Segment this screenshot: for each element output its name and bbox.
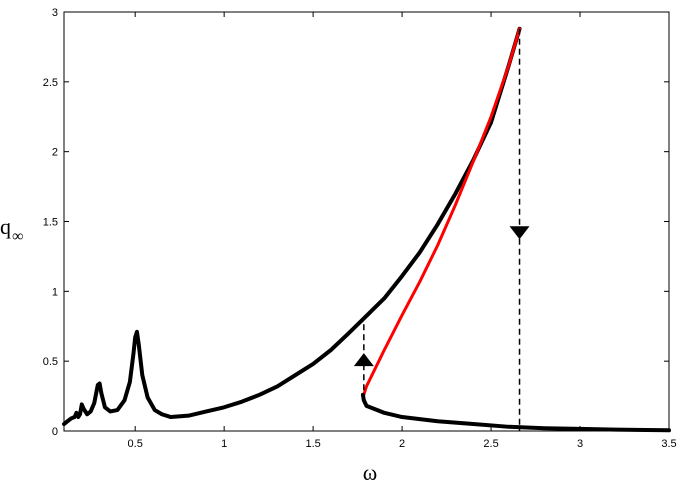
series-line-2 bbox=[360, 392, 671, 433]
x-axis-label: ω bbox=[363, 460, 377, 485]
jump-arrow-down bbox=[509, 226, 530, 240]
series-line-0 bbox=[62, 26, 522, 427]
y-tick-label: 3 bbox=[52, 7, 58, 19]
x-tick-label: 0.5 bbox=[128, 438, 143, 450]
y-tick-label: 1 bbox=[52, 286, 58, 298]
x-tick-label: 2.5 bbox=[483, 438, 498, 450]
plot-frame bbox=[63, 11, 670, 432]
y-axis-label: q bbox=[0, 214, 11, 239]
series-line-1 bbox=[362, 27, 522, 397]
y-tick-label: 1.5 bbox=[43, 217, 58, 229]
y-axis-ticks: 0 0.5 1 1.5 2 2.5 3 bbox=[43, 7, 669, 438]
series-layer bbox=[62, 26, 671, 433]
x-tick-label: 1 bbox=[221, 438, 227, 450]
y-tick-label: 0 bbox=[52, 426, 58, 438]
jump-layer bbox=[353, 28, 530, 431]
y-tick-label: 0.5 bbox=[43, 356, 58, 368]
x-tick-label: 1.5 bbox=[305, 438, 320, 450]
x-axis-ticks: 0.5 1 1.5 2 2.5 3 3.5 bbox=[128, 12, 677, 450]
y-axis-label-subscript: ∞ bbox=[12, 228, 23, 245]
y-tick-label: 2 bbox=[52, 147, 58, 159]
jump-arrow-up bbox=[353, 353, 374, 367]
x-tick-label: 2 bbox=[399, 438, 405, 450]
x-tick-label: 3.5 bbox=[661, 438, 676, 450]
x-tick-label: 3 bbox=[577, 438, 583, 450]
y-tick-label: 2.5 bbox=[43, 77, 58, 89]
